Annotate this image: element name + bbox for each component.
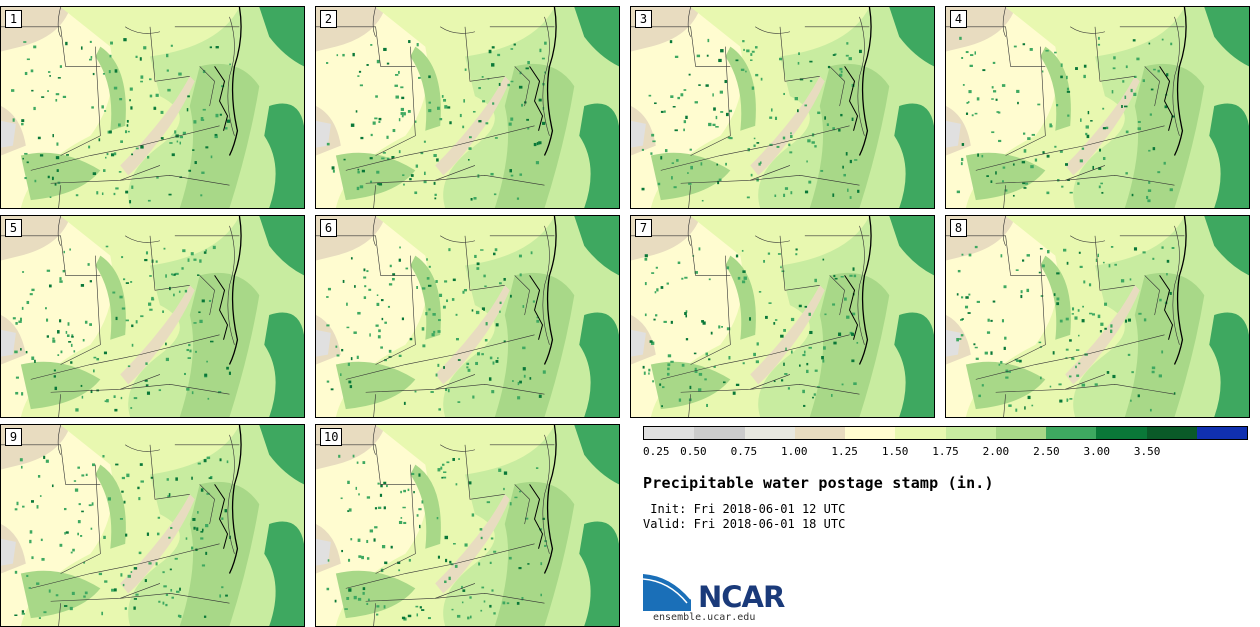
- map-svg: [631, 7, 934, 208]
- stamp-map-8: 8: [945, 215, 1250, 418]
- map-svg: [946, 7, 1249, 208]
- colorbar-segment: [845, 427, 896, 439]
- colorbar-segment: [1196, 427, 1247, 439]
- tick-label: 0.50: [680, 445, 707, 458]
- stamp-map-9: 9: [0, 424, 305, 627]
- stamp-label: 4: [950, 10, 967, 28]
- map-svg: [1, 216, 304, 417]
- stamp-label: 10: [320, 428, 343, 446]
- chart-title: Precipitable water postage stamp (in.): [643, 474, 994, 492]
- colorbar-segment: [1146, 427, 1197, 439]
- colorbar-segment: [1096, 427, 1147, 439]
- colorbar-segment: [644, 427, 695, 439]
- stamp-map-10: 10: [315, 424, 620, 627]
- stamp-map-6: 6: [315, 215, 620, 418]
- map-svg: [1, 425, 304, 626]
- colorbar-segment: [794, 427, 845, 439]
- colorbar-segment: [895, 427, 946, 439]
- logo-text: NCAR: [698, 580, 785, 614]
- logo-url: ensemble.ucar.edu: [653, 612, 756, 623]
- colorbar: [643, 426, 1248, 440]
- tick-label: 1.25: [831, 445, 858, 458]
- tick-label: 2.50: [1033, 445, 1060, 458]
- stamp-map-2: 2: [315, 6, 620, 209]
- map-svg: [316, 7, 619, 208]
- map-svg: [316, 425, 619, 626]
- tick-label: 3.50: [1133, 445, 1161, 458]
- map-svg: [631, 216, 934, 417]
- tick-label: 2.00: [982, 445, 1010, 458]
- init-time: Init: Fri 2018-06-01 12 UTC: [643, 502, 846, 516]
- tick-label: 1.75: [932, 445, 959, 458]
- stamp-map-4: 4: [945, 6, 1250, 209]
- map-svg: [946, 216, 1249, 417]
- colorbar-segment: [694, 427, 745, 439]
- tick-label: 0.75: [730, 445, 758, 458]
- tick-label: 1.50: [881, 445, 909, 458]
- stamp-label: 7: [635, 219, 652, 237]
- stamp-label: 6: [320, 219, 337, 237]
- colorbar-segment: [744, 427, 795, 439]
- stamp-map-5: 5: [0, 215, 305, 418]
- stamp-label: 5: [5, 219, 22, 237]
- colorbar-ticks: 0.25 0.50 0.75 1.00 1.25 1.50 1.75 2.00 2.50 3.00…: [643, 445, 1248, 459]
- colorbar-segment: [995, 427, 1046, 439]
- valid-time: Valid: Fri 2018-06-01 18 UTC: [643, 517, 846, 531]
- stamp-label: 9: [5, 428, 22, 446]
- map-svg: [316, 216, 619, 417]
- tick-label: 0.25: [643, 445, 670, 458]
- stamp-label: 3: [635, 10, 652, 28]
- colorbar-segment: [1046, 427, 1097, 439]
- tick-label: 3.00: [1083, 445, 1111, 458]
- stamp-label: 1: [5, 10, 22, 28]
- tick-label: 1.00: [781, 445, 808, 458]
- stamp-map-7: 7: [630, 215, 935, 418]
- stamp-map-1: 1: [0, 6, 305, 209]
- map-svg: [1, 7, 304, 208]
- ncar-logo-icon: [643, 572, 692, 611]
- colorbar-segment: [945, 427, 996, 439]
- stamp-label: 8: [950, 219, 967, 237]
- stamp-label: 2: [320, 10, 337, 28]
- stamp-map-3: 3: [630, 6, 935, 209]
